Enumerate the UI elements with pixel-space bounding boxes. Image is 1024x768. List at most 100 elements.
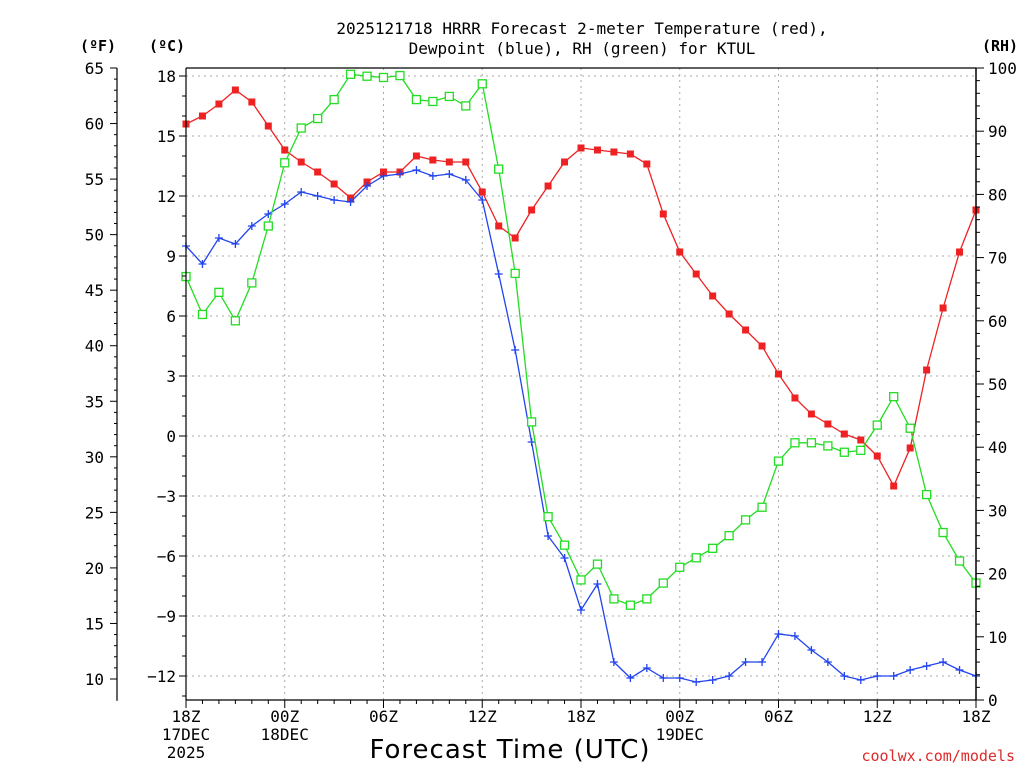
- x-tick-label: 00Z: [270, 707, 299, 726]
- celsius-tick-label: 6: [166, 307, 176, 326]
- celsius-tick-label: 3: [166, 367, 176, 386]
- data-point-rh: [280, 158, 290, 168]
- data-point-rh: [954, 556, 965, 566]
- rh-tick-label: 60: [988, 312, 1007, 331]
- fahrenheit-unit-label: (ºF): [80, 37, 116, 55]
- data-point-dewpoint: [247, 222, 256, 230]
- fahrenheit-tick-label: 30: [85, 448, 104, 467]
- data-point-dewpoint: [363, 182, 372, 190]
- data-point-dewpoint: [412, 166, 421, 174]
- data-point-temperature: [659, 210, 667, 218]
- data-point-dewpoint: [675, 674, 684, 682]
- fahrenheit-tick-label: 10: [85, 670, 104, 689]
- data-point-rh: [576, 575, 586, 585]
- data-point-temperature: [281, 146, 289, 154]
- data-point-dewpoint: [346, 198, 355, 206]
- credit-link[interactable]: coolwx.com/models: [861, 747, 1015, 765]
- data-point-temperature: [939, 304, 947, 312]
- data-point-temperature: [462, 158, 470, 166]
- data-point-dewpoint: [790, 632, 799, 640]
- data-point-temperature: [626, 150, 634, 158]
- data-point-rh: [609, 594, 619, 604]
- data-point-rh: [773, 456, 784, 466]
- rh-tick-label: 20: [988, 565, 1007, 584]
- data-point-dewpoint: [922, 662, 931, 670]
- data-point-dewpoint: [313, 192, 322, 200]
- data-point-temperature: [692, 270, 700, 278]
- celsius-tick-label: 9: [166, 247, 176, 266]
- data-point-rh: [395, 70, 405, 81]
- fahrenheit-tick-label: 65: [85, 59, 104, 78]
- data-point-temperature: [709, 292, 717, 300]
- celsius-tick-label: −12: [147, 667, 176, 686]
- rh-tick-label: 40: [988, 438, 1007, 457]
- data-point-dewpoint: [609, 658, 618, 666]
- data-point-rh: [806, 438, 817, 448]
- data-point-temperature: [231, 86, 239, 94]
- data-point-dewpoint: [544, 532, 553, 540]
- data-point-temperature: [577, 144, 585, 152]
- celsius-tick-label: 0: [166, 427, 176, 446]
- celsius-tick-label: −6: [157, 547, 176, 566]
- data-point-rh: [263, 221, 273, 231]
- data-point-temperature: [248, 98, 256, 106]
- x-tick-label: 12Z: [863, 707, 892, 726]
- data-point-rh: [921, 489, 932, 500]
- x-tick-label: 18Z: [962, 707, 991, 726]
- fahrenheit-tick-label: 60: [85, 115, 104, 134]
- data-point-dewpoint: [725, 672, 734, 680]
- data-point-temperature: [857, 436, 865, 444]
- data-point-rh: [313, 113, 323, 124]
- rh-tick-label: 10: [988, 628, 1007, 647]
- data-point-rh: [938, 527, 948, 538]
- data-point-rh: [461, 101, 471, 111]
- data-point-dewpoint: [939, 658, 948, 666]
- x-tick-label: 06Z: [764, 707, 793, 726]
- data-point-dewpoint: [741, 658, 750, 666]
- data-point-dewpoint: [577, 606, 585, 614]
- rh-tick-label: 80: [988, 185, 1007, 204]
- x-tick-label: 17DEC: [162, 725, 210, 744]
- fahrenheit-tick-label: 40: [85, 337, 104, 356]
- fahrenheit-tick-label: 15: [85, 614, 104, 633]
- data-point-dewpoint: [840, 672, 849, 680]
- data-point-rh: [675, 562, 685, 572]
- data-point-temperature: [544, 182, 552, 190]
- rh-unit-label: (RH): [982, 37, 1018, 55]
- data-point-dewpoint: [445, 170, 454, 178]
- data-point-dewpoint: [955, 666, 964, 674]
- data-point-rh: [905, 423, 915, 433]
- data-point-rh: [543, 512, 553, 522]
- data-point-temperature: [561, 158, 569, 166]
- data-point-dewpoint: [708, 676, 717, 684]
- data-point-temperature: [824, 420, 832, 428]
- data-point-dewpoint: [774, 630, 783, 638]
- axes-layer: 6560555045403530252015101815129630−3−6−9…: [85, 59, 1017, 762]
- fahrenheit-tick-label: 55: [85, 170, 104, 189]
- data-point-temperature: [528, 206, 536, 214]
- data-point-rh: [362, 71, 372, 81]
- x-tick-label: 18Z: [172, 707, 201, 726]
- data-point-rh: [559, 540, 570, 550]
- x-tick-label: 12Z: [468, 707, 497, 726]
- data-point-rh: [296, 123, 306, 133]
- data-point-temperature: [676, 248, 684, 256]
- data-point-dewpoint: [626, 674, 635, 682]
- fahrenheit-tick-label: 20: [85, 559, 104, 578]
- data-point-dewpoint: [873, 672, 882, 680]
- data-point-temperature: [725, 310, 733, 318]
- data-point-dewpoint: [395, 170, 404, 178]
- data-point-temperature: [264, 122, 272, 130]
- data-point-temperature: [807, 410, 815, 418]
- data-point-rh: [839, 447, 849, 457]
- chart-title-line-1: 2025121718 HRRR Forecast 2-meter Tempera…: [336, 19, 827, 38]
- rh-tick-label: 50: [988, 375, 1007, 394]
- data-point-temperature: [742, 326, 750, 334]
- data-point-dewpoint: [297, 188, 306, 196]
- data-point-temperature: [791, 394, 799, 402]
- data-point-rh: [592, 559, 603, 569]
- data-point-dewpoint: [231, 240, 240, 248]
- data-point-rh: [378, 72, 389, 83]
- data-point-temperature: [775, 370, 782, 378]
- data-point-temperature: [412, 152, 420, 160]
